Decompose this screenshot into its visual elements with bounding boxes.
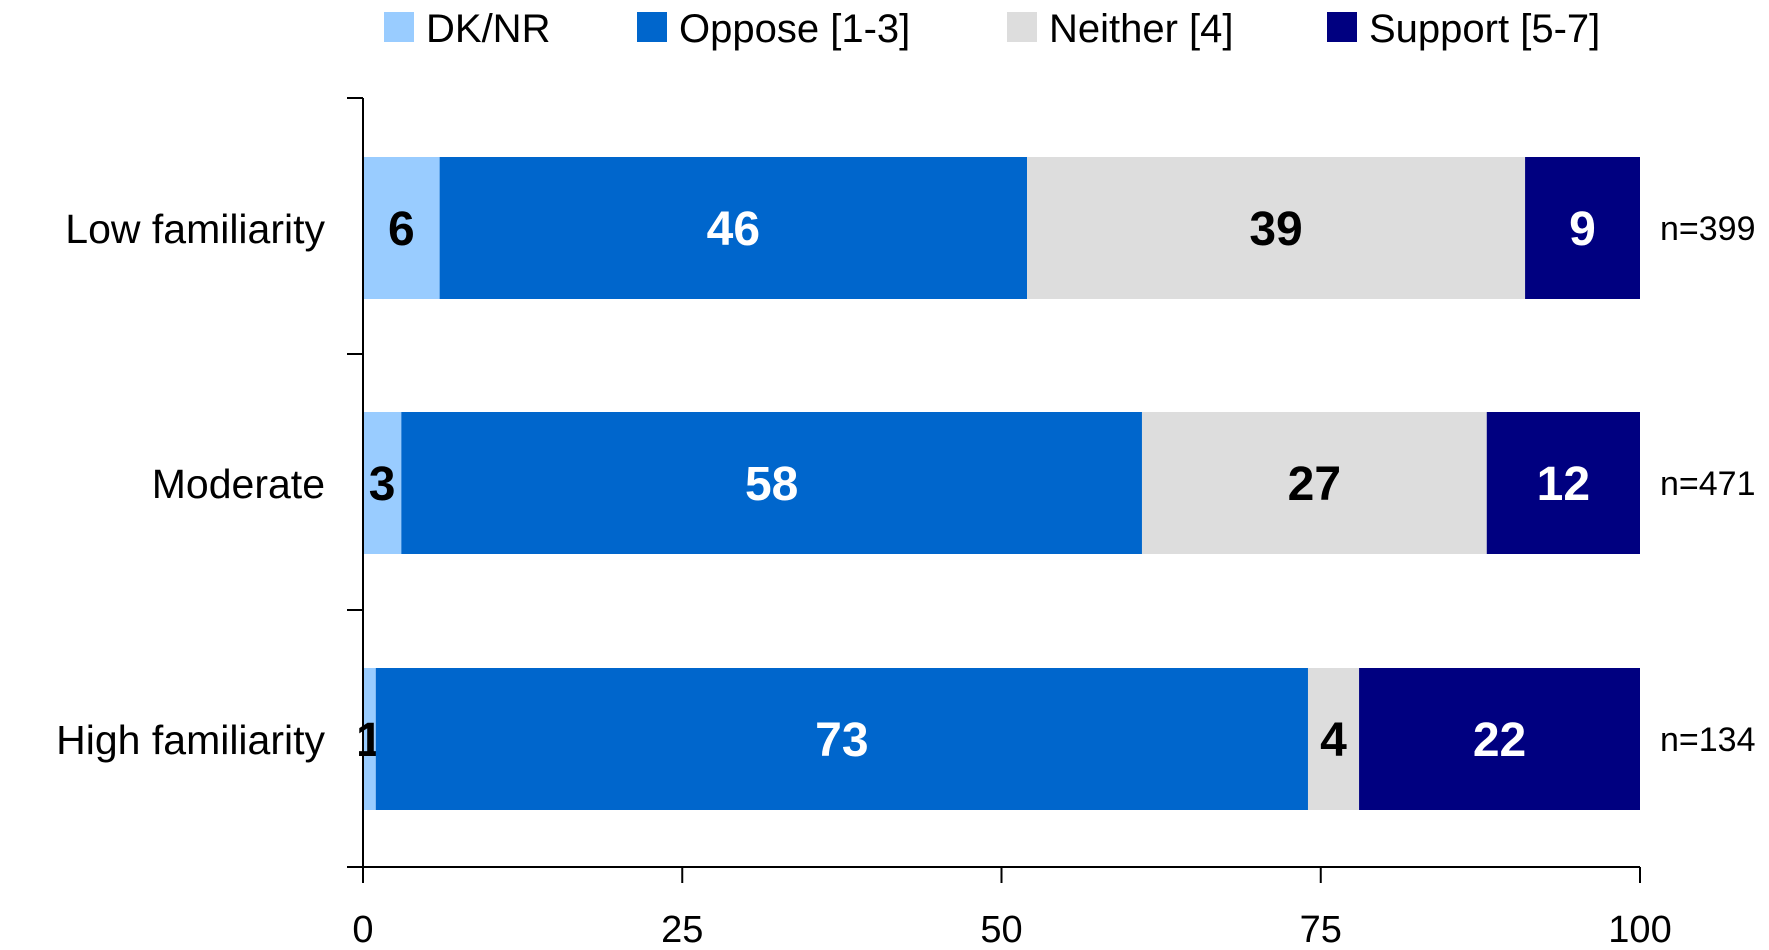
bar-row: 6 46 39 9 Low familiarity n=399: [65, 157, 1756, 299]
data-label: 58: [745, 458, 798, 511]
legend-label: Neither [4]: [1049, 7, 1234, 51]
legend-label: Support [5-7]: [1369, 7, 1600, 51]
legend-label: DK/NR: [426, 7, 550, 51]
bar-segment: [1307, 668, 1360, 810]
bar-segment: [401, 412, 1142, 554]
sample-size-label: n=134: [1660, 721, 1756, 759]
data-label: 46: [707, 203, 760, 256]
x-tick-label: 0: [352, 909, 373, 950]
data-label: 4: [1320, 714, 1347, 767]
x-tick-label: 50: [980, 909, 1022, 950]
data-label: 12: [1537, 458, 1590, 511]
sample-size-label: n=399: [1660, 210, 1756, 248]
bar-segment: [363, 668, 376, 810]
x-tick-label: 100: [1608, 909, 1671, 950]
legend-item: DK/NR: [384, 7, 550, 51]
bar-row: 3 58 27 12 Moderate n=471: [152, 412, 1756, 554]
legend-label: Oppose [1-3]: [679, 7, 910, 51]
chart-axes: 0 25 50 75 100: [347, 97, 1672, 950]
x-tick-label: 75: [1300, 909, 1342, 950]
bar-segment: [1141, 412, 1487, 554]
bar-segment: [1027, 157, 1526, 299]
data-label: 73: [815, 714, 868, 767]
category-label: Low familiarity: [65, 206, 325, 252]
x-tick-label: 25: [661, 909, 703, 950]
legend-swatch: [1007, 12, 1037, 42]
legend-item: Neither [4]: [1007, 7, 1234, 51]
bar-segment: [375, 668, 1308, 810]
legend-item: Support [5-7]: [1327, 7, 1600, 51]
bar-segment: [363, 157, 440, 299]
data-label: 39: [1249, 203, 1302, 256]
bar-segment: [1486, 412, 1640, 554]
bar-area: 6 46 39 9 Low familiarity n=399 3 58 27 12 Moderat…: [56, 157, 1756, 810]
chart-legend: DK/NR Oppose [1-3] Neither [4] Support [5-7…: [384, 7, 1600, 51]
bar-segment: [363, 412, 402, 554]
legend-item: Oppose [1-3]: [637, 7, 910, 51]
legend-swatch: [1327, 12, 1357, 42]
category-label: Moderate: [152, 461, 325, 507]
data-label: 27: [1288, 458, 1341, 511]
data-label: 3: [369, 458, 396, 511]
legend-swatch: [384, 12, 414, 42]
bar-segment: [1359, 668, 1640, 810]
data-label: 6: [388, 203, 415, 256]
data-label: 22: [1473, 714, 1526, 767]
bar-segment: [1525, 157, 1640, 299]
data-label: 9: [1569, 203, 1596, 256]
legend-swatch: [637, 12, 667, 42]
sample-size-label: n=471: [1660, 465, 1756, 503]
bar-segment: [439, 157, 1028, 299]
category-label: High familiarity: [56, 717, 325, 763]
